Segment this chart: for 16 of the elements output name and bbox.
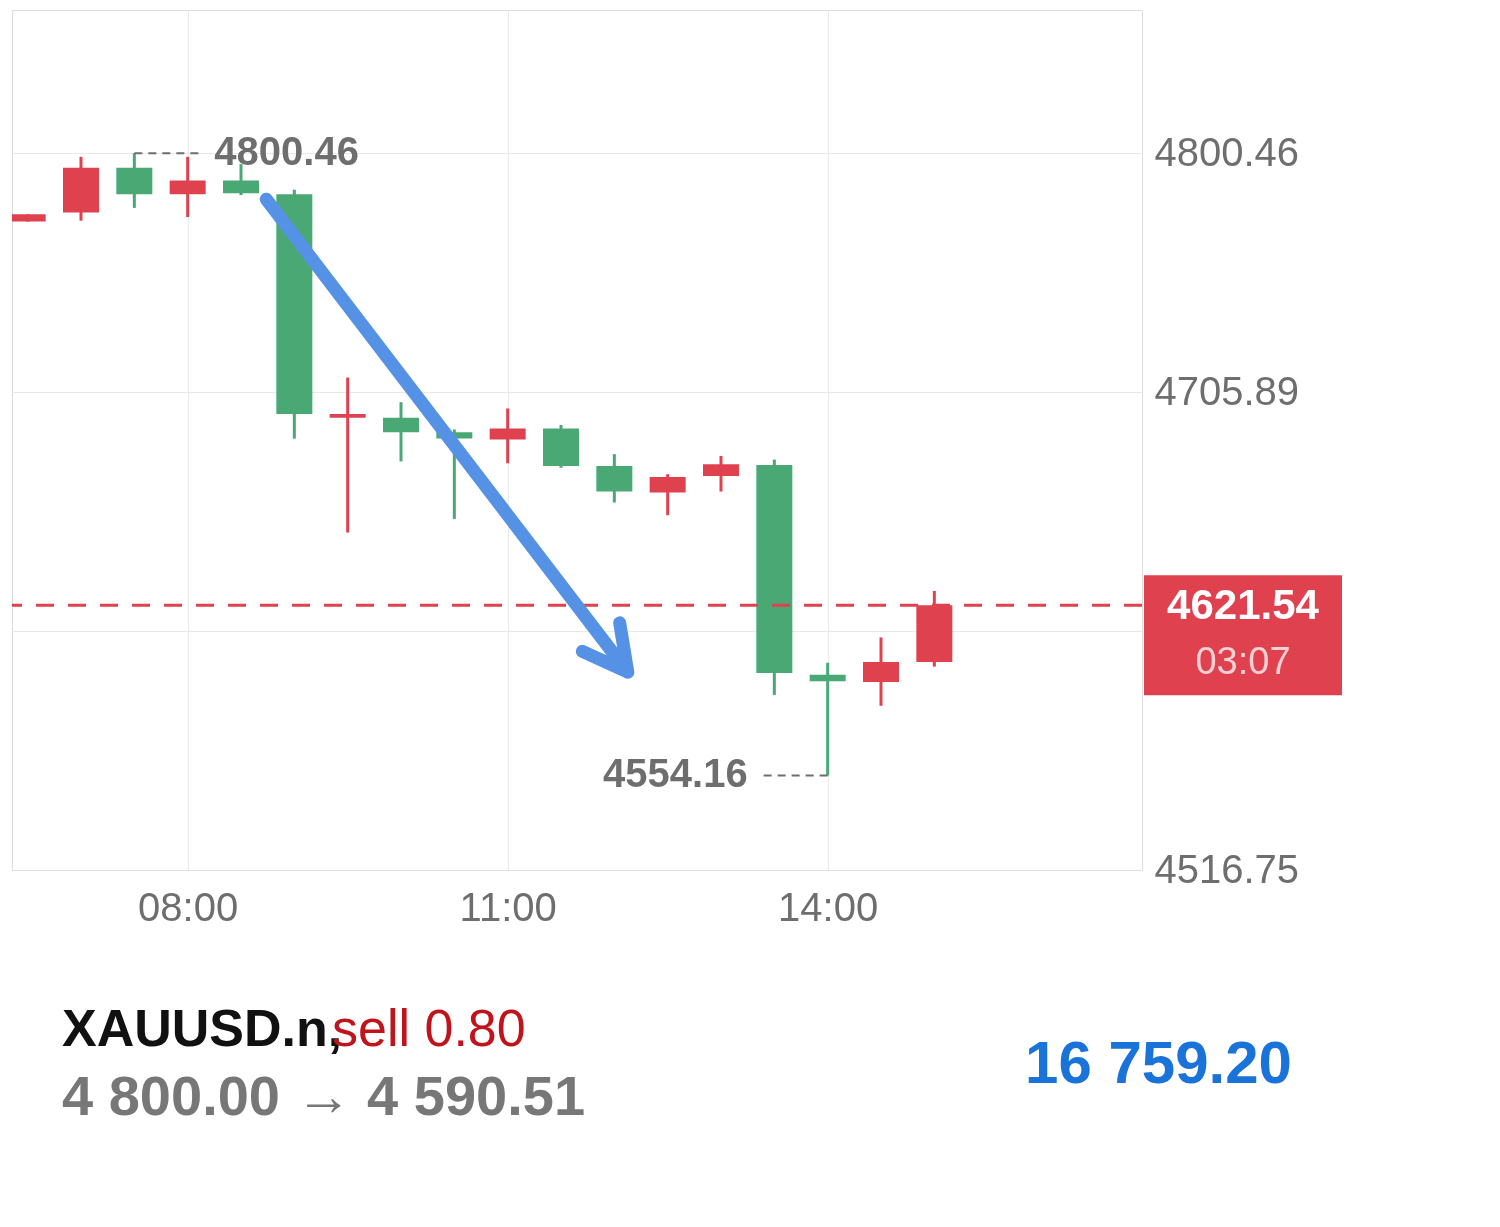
candlestick	[809, 661, 846, 776]
candlestick	[329, 377, 366, 533]
y-tick-label: 4800.46	[1154, 129, 1300, 174]
candlestick	[489, 408, 526, 465]
y-tick-label: 4516.75	[1154, 846, 1300, 891]
x-tick-label: 11:00	[459, 884, 557, 929]
text: 16 759.20	[1025, 1029, 1292, 1096]
y-tick-label: 4705.89	[1154, 368, 1300, 413]
ref-line-label: 4621.54	[1167, 581, 1320, 629]
x-tick-label: 14:00	[778, 884, 879, 929]
text: 03:07	[1195, 640, 1291, 683]
x-tick-label: 08:00	[138, 884, 239, 929]
text: 4 800.00 → 4 590.51	[62, 1064, 586, 1127]
annotation: 4554.16	[603, 751, 748, 796]
candlestick	[169, 155, 206, 217]
annotation: 4800.46	[214, 129, 359, 174]
